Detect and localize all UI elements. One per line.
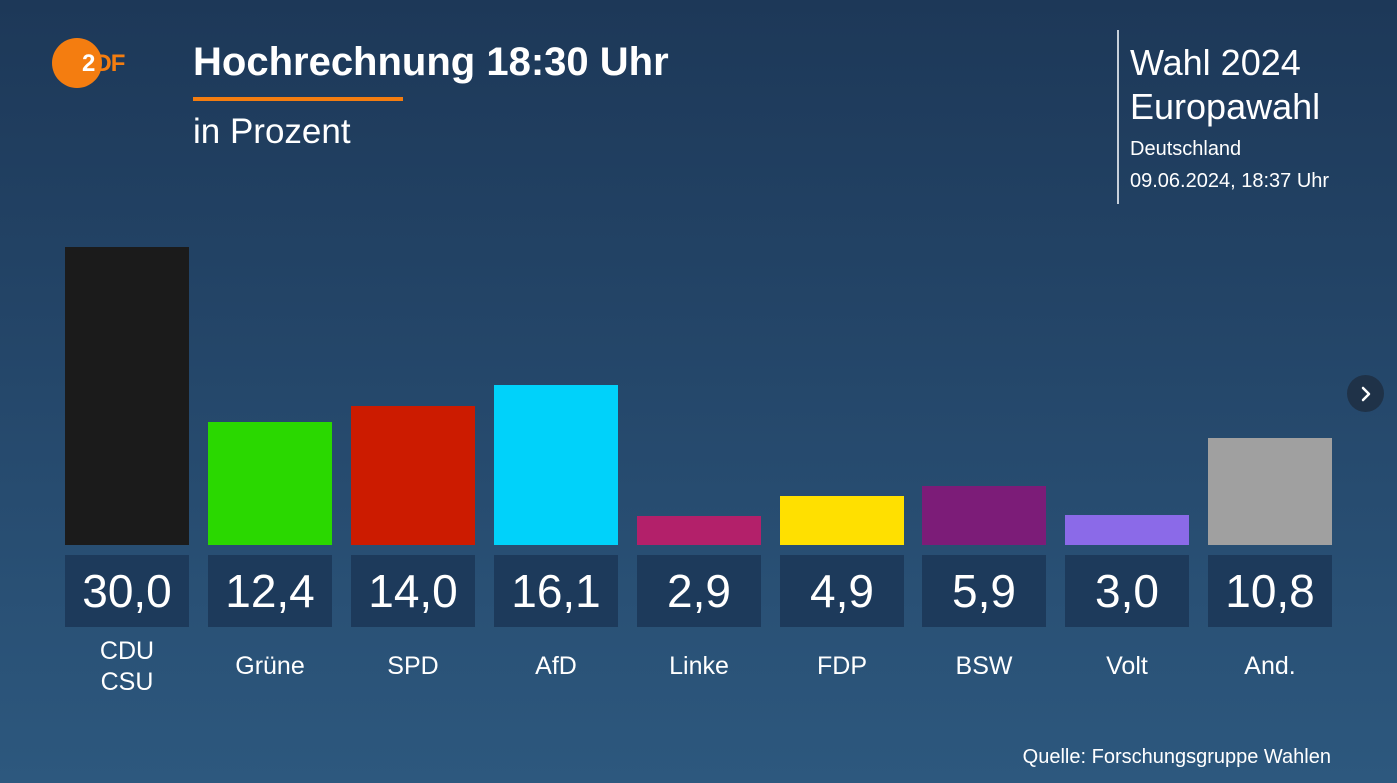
category-label-8: And. — [1244, 652, 1296, 680]
chevron-right-icon — [1361, 386, 1370, 401]
bar-1 — [208, 421, 332, 545]
category-label-2: SPD — [387, 652, 439, 680]
value-label-0: 30,0 — [65, 555, 189, 627]
category-label-3: AfD — [535, 652, 577, 680]
value-label-1: 12,4 — [208, 555, 332, 627]
value-label-4: 2,9 — [637, 555, 761, 627]
election-name: Europawahl — [1130, 86, 1321, 127]
chart-subtitle: in Prozent — [193, 112, 351, 151]
region: Deutschland — [1130, 138, 1242, 160]
bar-2 — [351, 405, 475, 545]
chart-title: Hochrechnung 18:30 Uhr — [193, 40, 669, 84]
value-label-5: 4,9 — [780, 555, 904, 627]
value-label-6: 5,9 — [922, 555, 1046, 627]
value-label-7: 3,0 — [1065, 555, 1189, 627]
source-note: Quelle: Forschungsgruppe Wahlen — [1022, 746, 1331, 768]
bar-6 — [922, 486, 1046, 545]
bar-3 — [494, 385, 618, 545]
bar-5 — [780, 496, 904, 545]
bar-4 — [637, 516, 761, 545]
category-label-4: Linke — [669, 652, 729, 680]
bar-8 — [1208, 437, 1332, 545]
bar-0 — [65, 247, 189, 545]
next-button[interactable] — [1347, 375, 1384, 412]
title-underline — [193, 97, 403, 101]
value-label-3: 16,1 — [494, 555, 618, 627]
category-label-6: BSW — [955, 652, 1013, 680]
info-divider — [1117, 30, 1119, 204]
category-label-5: FDP — [817, 652, 867, 680]
category-label-0: CDU CSU — [99, 637, 155, 696]
value-label-8: 10,8 — [1208, 555, 1332, 627]
category-label-1: Grüne — [235, 652, 305, 680]
bar-7 — [1065, 515, 1189, 545]
election-year: Wahl 2024 — [1130, 42, 1301, 83]
zdf-logo: 2DF — [52, 38, 125, 88]
category-label-7: Volt — [1106, 652, 1148, 680]
timestamp: 09.06.2024, 18:37 Uhr — [1130, 170, 1330, 192]
value-label-2: 14,0 — [351, 555, 475, 627]
